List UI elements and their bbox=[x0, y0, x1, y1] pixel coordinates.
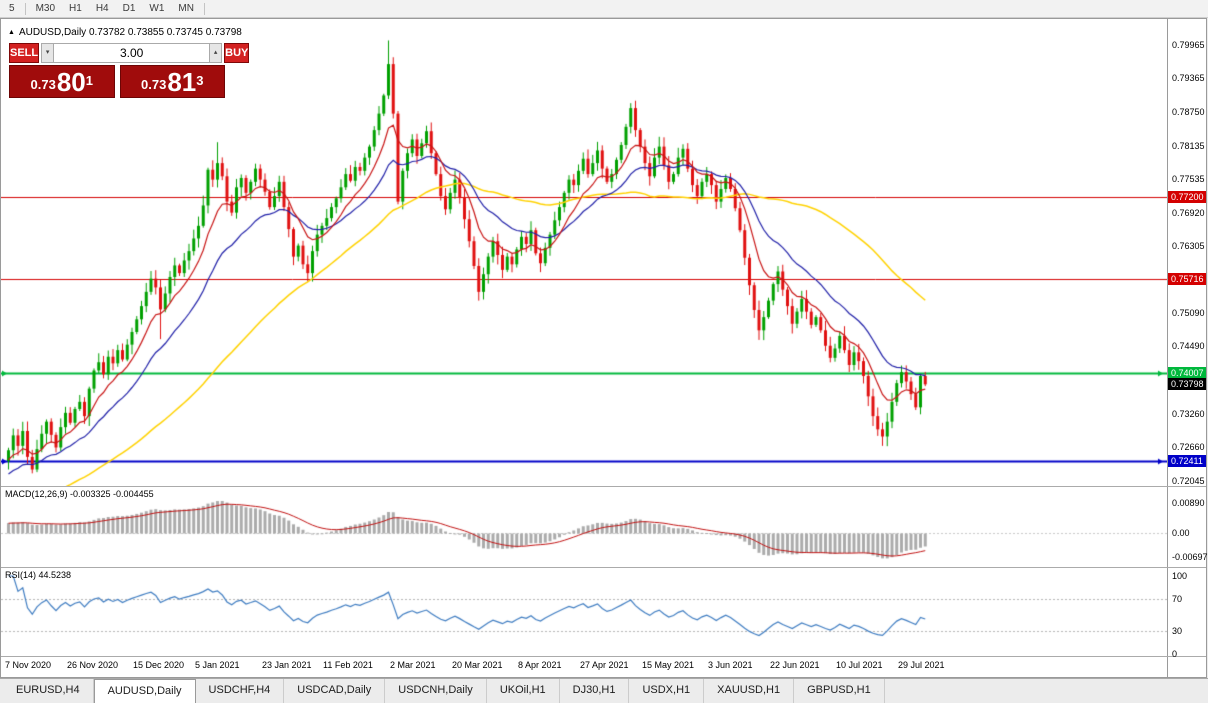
symbol-ohlc-text: AUDUSD,Daily 0.73782 0.73855 0.73745 0.7… bbox=[18, 27, 242, 38]
date-axis-label: 22 Jun 2021 bbox=[770, 660, 820, 670]
price-axis-label: 0.75090 bbox=[1172, 308, 1205, 318]
chart-tab-DJ30,H1[interactable]: DJ30,H1 bbox=[560, 679, 630, 703]
timeframe-button-W1[interactable]: W1 bbox=[149, 3, 165, 14]
date-axis-label: 3 Jun 2021 bbox=[708, 660, 753, 670]
rsi-axis-label: 30 bbox=[1172, 626, 1183, 636]
buy-price-sup: 3 bbox=[196, 73, 204, 88]
chart-tab-USDCHF,H4[interactable]: USDCHF,H4 bbox=[196, 679, 285, 703]
date-axis-label: 26 Nov 2020 bbox=[67, 660, 119, 670]
date-axis-label: 20 Mar 2021 bbox=[452, 660, 503, 670]
price-axis-label: 0.78750 bbox=[1172, 107, 1205, 117]
rsi-axis-label: 100 bbox=[1172, 571, 1188, 581]
price-axis-label: 0.72045 bbox=[1172, 476, 1205, 486]
rsi-indicator-label: RSI(14) 44.5238 bbox=[5, 570, 72, 580]
date-axis-label: 27 Apr 2021 bbox=[580, 660, 629, 670]
price-axis-label: 0.79965 bbox=[1172, 40, 1205, 50]
buy-price-pips: 81 bbox=[167, 67, 197, 97]
volume-decrease-button[interactable]: ▾ bbox=[41, 43, 55, 63]
macd-axis-label: -0.00697 bbox=[1172, 552, 1208, 562]
timeframe-button-H1[interactable]: H1 bbox=[69, 3, 82, 14]
date-axis-label: 23 Jan 2021 bbox=[262, 660, 312, 670]
level-price-badge: 0.75716 bbox=[1168, 273, 1206, 285]
timeframe-toolbar: 5 M30 H1 H4 D1 W1 MN bbox=[0, 0, 1208, 18]
sell-button[interactable]: SELL bbox=[9, 43, 40, 63]
macd-pane-canvas[interactable] bbox=[1, 487, 1167, 567]
chart-symbol-title: ▲ AUDUSD,Daily 0.73782 0.73855 0.73745 0… bbox=[8, 27, 242, 38]
one-click-trading-panel: SELL ▾ ▴ BUY 0.73 80 1 0.73 81 3 bbox=[9, 43, 250, 98]
rsi-axis-label: 70 bbox=[1172, 594, 1183, 604]
chart-tab-EURUSD,H4[interactable]: EURUSD,H4 bbox=[3, 679, 94, 703]
rsi-pane-canvas[interactable] bbox=[1, 568, 1167, 656]
volume-input[interactable] bbox=[54, 43, 210, 63]
level-price-badge: 0.77200 bbox=[1168, 191, 1206, 203]
timeframe-button-M30[interactable]: M30 bbox=[35, 3, 56, 14]
timeframe-button-D1[interactable]: D1 bbox=[122, 3, 136, 14]
timeframe-button-5[interactable]: 5 bbox=[9, 3, 15, 14]
pane-separator[interactable] bbox=[1, 486, 1206, 487]
date-axis-label: 10 Jul 2021 bbox=[836, 660, 883, 670]
toolbar-separator bbox=[24, 2, 26, 15]
price-axis-label: 0.74490 bbox=[1172, 341, 1205, 351]
date-axis-label: 7 Nov 2020 bbox=[5, 660, 52, 670]
chart-tab-GBPUSD,H1[interactable]: GBPUSD,H1 bbox=[794, 679, 885, 703]
date-axis-label: 5 Jan 2021 bbox=[195, 660, 240, 670]
buy-price-display[interactable]: 0.73 81 3 bbox=[119, 65, 225, 98]
volume-increase-button[interactable]: ▴ bbox=[209, 43, 223, 63]
date-axis-label: 29 Jul 2021 bbox=[898, 660, 945, 670]
date-axis-label: 8 Apr 2021 bbox=[518, 660, 562, 670]
pane-separator[interactable] bbox=[1, 656, 1206, 657]
price-axis-label: 0.72660 bbox=[1172, 442, 1205, 452]
price-axis-label: 0.77535 bbox=[1172, 174, 1205, 184]
level-price-badge: 0.72411 bbox=[1168, 455, 1206, 467]
level-price-badge: 0.74007 bbox=[1168, 367, 1206, 379]
toolbar-separator bbox=[203, 2, 205, 15]
sell-price-display[interactable]: 0.73 80 1 bbox=[9, 65, 115, 98]
chart-tab-USDCAD,Daily[interactable]: USDCAD,Daily bbox=[284, 679, 386, 703]
price-axis-label: 0.78135 bbox=[1172, 141, 1205, 151]
date-axis-label: 2 Mar 2021 bbox=[390, 660, 436, 670]
sell-price-pips: 80 bbox=[56, 67, 86, 97]
timeframe-button-H4[interactable]: H4 bbox=[95, 3, 109, 14]
chart-tab-AUDUSD,Daily[interactable]: AUDUSD,Daily bbox=[93, 679, 196, 703]
rsi-axis-label: 0 bbox=[1172, 649, 1178, 659]
one-click-toggle-icon[interactable]: ▲ bbox=[8, 29, 15, 36]
pane-separator[interactable] bbox=[1, 567, 1206, 568]
volume-control: ▾ ▴ bbox=[41, 43, 223, 63]
price-axis-label: 0.79365 bbox=[1172, 73, 1205, 83]
buy-price-main: 0.73 bbox=[141, 77, 167, 92]
current-price-badge: 0.73798 bbox=[1168, 378, 1206, 390]
sell-price-sup: 1 bbox=[85, 73, 93, 88]
buy-button[interactable]: BUY bbox=[224, 43, 250, 63]
chart-window: ▲ AUDUSD,Daily 0.73782 0.73855 0.73745 0… bbox=[0, 18, 1208, 678]
date-axis-label: 15 Dec 2020 bbox=[133, 660, 185, 670]
macd-axis-label: 0.00890 bbox=[1172, 498, 1205, 508]
chart-tab-XAUUSD,H1[interactable]: XAUUSD,H1 bbox=[704, 679, 795, 703]
sell-price-main: 0.73 bbox=[30, 77, 56, 92]
price-axis-label: 0.76305 bbox=[1172, 241, 1205, 251]
chart-tab-UKOil,H1[interactable]: UKOil,H1 bbox=[487, 679, 560, 703]
macd-axis-label: 0.00 bbox=[1172, 528, 1190, 538]
timeframe-button-MN[interactable]: MN bbox=[178, 3, 194, 14]
macd-indicator-label: MACD(12,26,9) -0.003325 -0.004455 bbox=[5, 489, 154, 499]
date-axis-label: 15 May 2021 bbox=[642, 660, 695, 670]
price-axis-label: 0.76920 bbox=[1172, 208, 1205, 218]
chart-tab-USDCNH,Daily[interactable]: USDCNH,Daily bbox=[385, 679, 487, 703]
date-axis-label: 11 Feb 2021 bbox=[323, 660, 373, 670]
chart-tab-USDX,H1[interactable]: USDX,H1 bbox=[629, 679, 705, 703]
price-axis-label: 0.73260 bbox=[1172, 409, 1205, 419]
chart-tab-bar: EURUSD,H4 AUDUSD,Daily USDCHF,H4 USDCAD,Dai… bbox=[0, 678, 1208, 703]
